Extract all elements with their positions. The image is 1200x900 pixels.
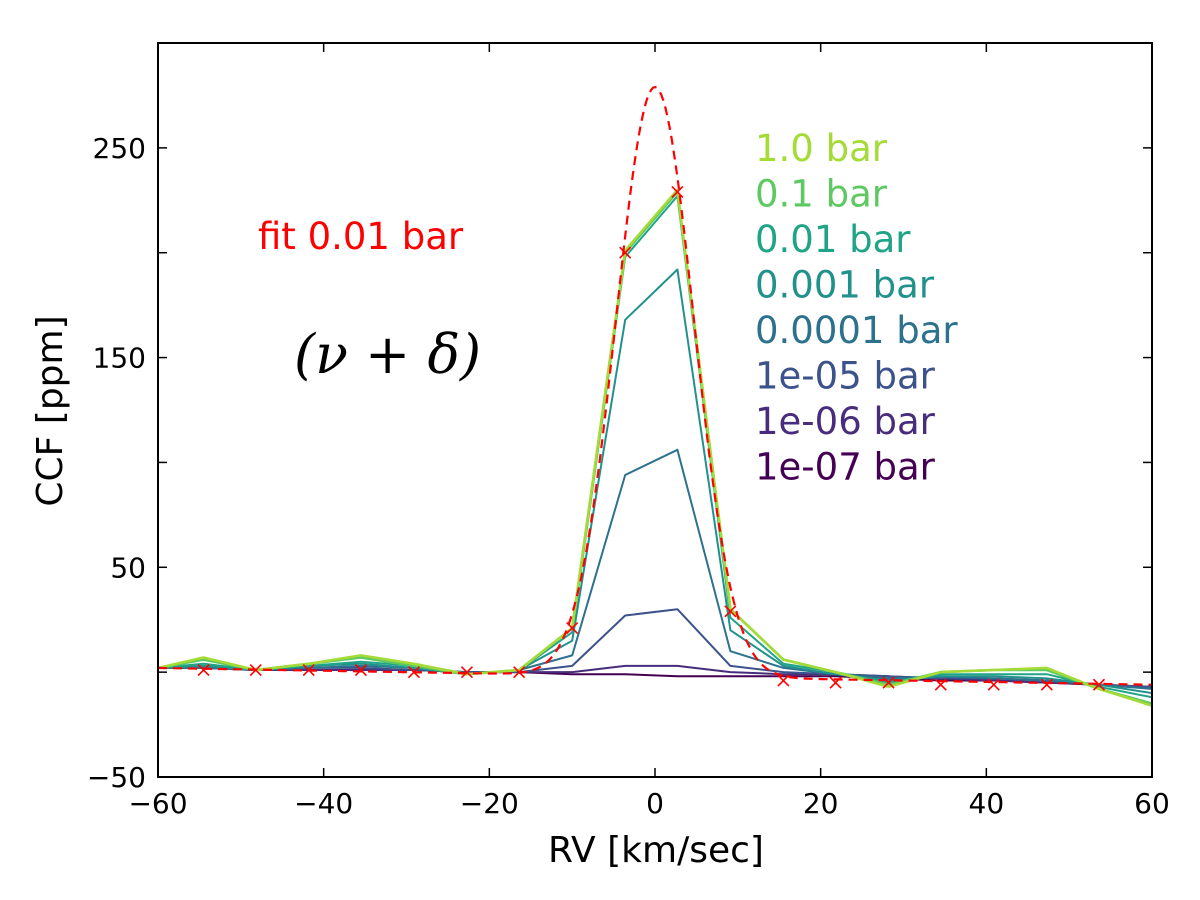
x-tick-label: 40 [969, 787, 1005, 820]
fit-marker [724, 605, 737, 618]
fit-marker [566, 622, 579, 635]
x-tick-label: 0 [646, 787, 664, 820]
x-tick-label: 60 [1134, 787, 1170, 820]
fit-curve [158, 85, 1152, 686]
fit-label: fit 0.01 bar [258, 215, 464, 258]
series-line-1-0-bar [158, 188, 1152, 707]
fit-marker [777, 674, 790, 687]
fit-marker [407, 666, 421, 679]
y-axis-label: CCF [ppm] [30, 315, 71, 506]
fit-marker [249, 663, 262, 677]
fit-marker [671, 185, 684, 198]
fit-marker [1040, 678, 1053, 691]
legend-entry: 1.0 bar [755, 127, 888, 170]
x-tick-label: 20 [803, 787, 839, 820]
legend-entry: 0.1 bar [755, 173, 888, 216]
y-tick-label: 150 [93, 342, 146, 375]
fit-marker [934, 678, 947, 691]
fit-marker [987, 678, 1000, 691]
tick-labels: −60 −40 −20 0 20 40 60 −50 50 150 250 [87, 132, 1170, 820]
legend-entry: 1e-06 bar [755, 400, 936, 443]
nu-plus-delta-label: (ν + δ) [294, 323, 481, 386]
series-line-0-1-bar [158, 190, 1152, 705]
fit-marker [302, 663, 315, 677]
x-tick-label: −60 [128, 787, 187, 820]
series-lines [158, 188, 1152, 707]
legend-entry: 0.01 bar [755, 218, 911, 261]
x-tick-label: −20 [460, 787, 519, 820]
series-line-0-01-bar [158, 195, 1152, 699]
x-axis-label: RV [km/sec] [548, 830, 764, 871]
legend-entry: 1e-07 bar [755, 446, 936, 489]
fit-marker [1092, 678, 1106, 691]
fit-marker [619, 246, 632, 259]
series-line-0-0001-bar [158, 448, 1152, 690]
axes [157, 42, 1153, 778]
y-tick-label: −50 [87, 761, 146, 794]
fit-marker [513, 666, 526, 679]
fit-curve-group [158, 85, 1152, 691]
legend-entry: 1e-05 bar [755, 355, 936, 398]
fit-marker [882, 676, 895, 689]
series-line-1e-06-bar [158, 664, 1152, 688]
fit-marker [460, 666, 474, 679]
y-tick-label: 250 [93, 132, 146, 165]
fit-marker [829, 676, 842, 689]
y-tick-label: 50 [110, 551, 146, 584]
legend-entry: 0.0001 bar [755, 309, 958, 352]
fit-marker [354, 663, 368, 677]
fit-marker [197, 663, 210, 677]
x-tick-label: −40 [294, 787, 353, 820]
legend-entry: 0.001 bar [755, 264, 935, 307]
